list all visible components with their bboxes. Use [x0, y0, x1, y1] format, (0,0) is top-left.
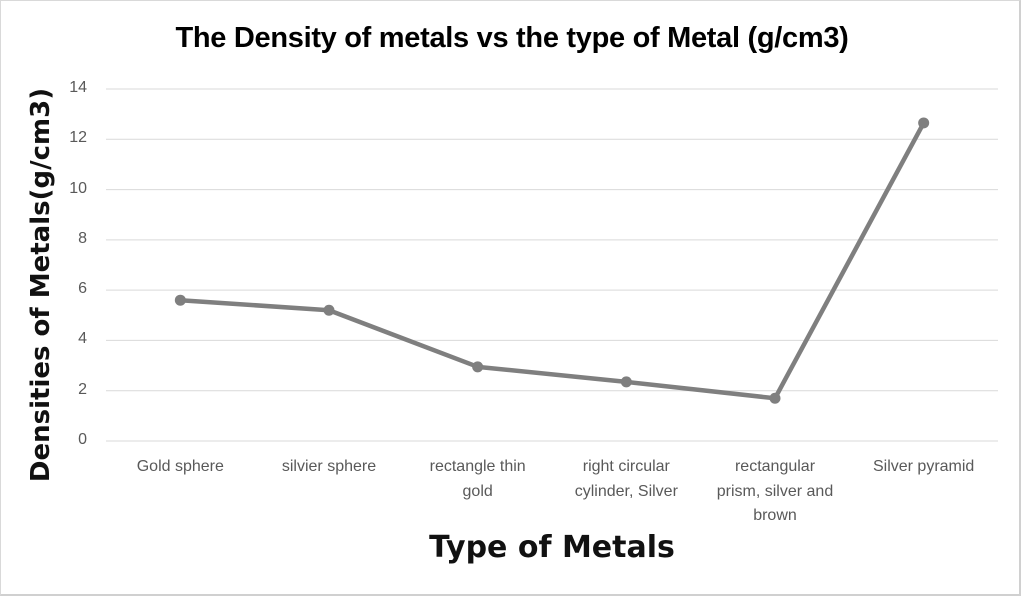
y-tick-label: 12	[69, 129, 87, 147]
x-category-label-line: cylinder, Silver	[574, 482, 678, 500]
x-category-label: Silver pyramid	[851, 455, 997, 480]
x-category-label: rectangle thin gold	[405, 455, 551, 504]
y-tick-label: 2	[78, 380, 87, 398]
x-category-label-line: brown	[753, 507, 797, 524]
x-category-label-line: right circular	[582, 458, 670, 475]
x-axis-label: Type of Metals	[429, 530, 675, 565]
data-line	[178, 120, 926, 401]
x-category-label: silvier sphere	[256, 455, 402, 480]
y-tick-label: 8	[78, 229, 87, 247]
data-point	[620, 376, 632, 388]
data-point	[472, 361, 484, 373]
data-point	[769, 392, 781, 404]
x-category-label-line: Silver pyramid	[872, 458, 975, 475]
x-category-label-line: gold	[462, 482, 493, 500]
gridlines	[106, 88, 998, 442]
x-category-label-line: silvier sphere	[281, 458, 377, 475]
y-tick-label: 6	[78, 280, 87, 298]
x-category-label: right circular cylinder, Silver	[553, 455, 699, 504]
data-point	[918, 117, 930, 129]
x-category-label: Gold sphere	[107, 455, 253, 480]
x-category-label-line: prism, silver and	[716, 482, 834, 500]
y-tick-label: 10	[69, 179, 87, 197]
data-point	[323, 304, 335, 316]
x-category-label-line: rectangular	[734, 458, 816, 475]
y-tick-label: 14	[69, 79, 87, 96]
x-category-label: rectangular prism, silver and brown	[702, 455, 848, 529]
data-point	[174, 294, 186, 306]
data-markers	[174, 117, 930, 404]
y-tick-label: 4	[78, 330, 87, 348]
x-category-label-line: rectangle thin	[429, 458, 526, 475]
y-tick-label: 0	[78, 431, 87, 448]
x-category-label-line: Gold sphere	[136, 458, 224, 475]
chart-title: The Density of metals vs the type of Met…	[175, 22, 849, 54]
